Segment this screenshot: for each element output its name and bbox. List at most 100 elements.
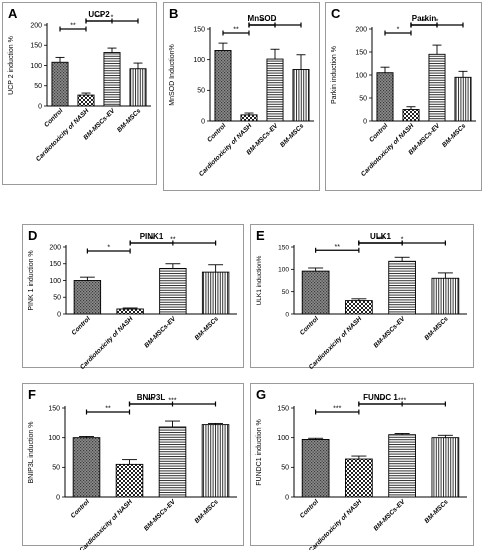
y-tick-label: 0 bbox=[38, 103, 42, 110]
x-tick-label: BM-MSCs bbox=[441, 122, 468, 149]
panel-g: G FUNDC 1 FUNDC1 induction % 0 50 100 150 Contr… bbox=[250, 383, 474, 550]
y-tick-label: 50 bbox=[52, 465, 60, 472]
y-tick-label: 100 bbox=[48, 435, 60, 442]
panel-e: E ULK1 ULK1 induction% 0 50 100 150 Control Card… bbox=[250, 224, 474, 371]
panel-letter: C bbox=[331, 6, 341, 21]
bar-1 bbox=[73, 280, 102, 315]
significance-label: *** bbox=[376, 398, 384, 405]
y-tick-label: 150 bbox=[30, 43, 42, 50]
bar-1 bbox=[51, 61, 69, 107]
x-tick-label: BM-MSCs bbox=[423, 315, 450, 342]
panel-f-svg: F BNIP3L BNIP3L induction % 0 50 100 150 Contro… bbox=[28, 387, 237, 550]
significance-label: ** bbox=[335, 244, 341, 251]
significance-label: ** bbox=[259, 19, 265, 26]
y-axis-label: FUNDC1 induction % bbox=[256, 419, 263, 486]
x-tick-label: Control bbox=[43, 107, 64, 128]
panel-c: C Parkin Parkin induction % 0 50 100 150 200 Con… bbox=[325, 2, 482, 191]
y-tick-label: 200 bbox=[355, 26, 367, 33]
y-tick-label: 0 bbox=[363, 118, 367, 125]
panel-letter: F bbox=[28, 387, 36, 402]
bar-3 bbox=[388, 434, 416, 498]
x-tick-label: Control bbox=[70, 315, 91, 336]
significance-label: * bbox=[261, 19, 264, 26]
significance-label: * bbox=[274, 19, 277, 26]
significance-label: ** bbox=[105, 406, 111, 413]
bar-1 bbox=[72, 437, 101, 498]
y-tick-label: 0 bbox=[285, 494, 289, 501]
significance-label: ** bbox=[170, 237, 176, 244]
x-tick-label: Control bbox=[70, 498, 91, 519]
y-tick-label: 0 bbox=[56, 494, 60, 501]
significance-label: * bbox=[107, 245, 110, 252]
x-tick-label: BM-MSCs-EV bbox=[372, 498, 407, 533]
bar-4 bbox=[201, 271, 230, 315]
panel-letter: A bbox=[8, 6, 18, 21]
significance-label: ** bbox=[70, 23, 76, 30]
y-tick-label: 150 bbox=[278, 244, 289, 251]
panel-d-svg: D PINK1 PINK 1 induction % 0 50 100 150 200 Cont… bbox=[28, 228, 237, 371]
panel-d: D PINK1 PINK 1 induction % 0 50 100 150 200 Cont… bbox=[22, 224, 244, 371]
bar-2 bbox=[402, 109, 420, 122]
bar-3 bbox=[103, 52, 121, 107]
x-tick-label: Cardiotoxicity of NASH bbox=[35, 107, 91, 163]
panel-letter: D bbox=[28, 228, 37, 243]
bar-2 bbox=[116, 308, 144, 315]
bar-4 bbox=[431, 437, 460, 498]
significance-label: ** bbox=[233, 27, 239, 34]
x-tick-label: BM-MSCs-EV bbox=[143, 498, 178, 533]
significance-label: *** bbox=[376, 237, 384, 244]
y-tick-label: 150 bbox=[48, 405, 60, 412]
bar-4 bbox=[431, 277, 460, 315]
significance-label: *** bbox=[147, 398, 155, 405]
x-tick-label: Control bbox=[368, 122, 389, 143]
bar-1 bbox=[214, 50, 232, 122]
y-tick-label: 50 bbox=[282, 289, 290, 296]
bar-1 bbox=[376, 72, 394, 122]
bar-3 bbox=[159, 267, 187, 315]
significance-label: *** bbox=[333, 406, 341, 413]
bar-4 bbox=[454, 76, 472, 122]
bar-4 bbox=[129, 68, 147, 107]
y-tick-label: 150 bbox=[49, 261, 61, 268]
significance-label: * bbox=[423, 19, 426, 26]
panel-g-svg: G FUNDC 1 FUNDC1 induction % 0 50 100 150 Contr… bbox=[256, 387, 467, 550]
x-tick-label: Cardiotoxicity of NASH bbox=[198, 122, 254, 178]
y-tick-label: 50 bbox=[53, 295, 61, 302]
x-tick-label: BM-MSCs-EV bbox=[143, 315, 178, 350]
panel-letter: G bbox=[256, 387, 266, 402]
significance-label: ** bbox=[421, 19, 427, 26]
bar-2 bbox=[345, 458, 373, 498]
bar-3 bbox=[428, 53, 446, 122]
bar-1 bbox=[301, 270, 330, 315]
y-tick-label: 50 bbox=[359, 95, 367, 102]
bar-4 bbox=[292, 69, 310, 122]
y-tick-label: 100 bbox=[193, 57, 205, 64]
y-axis-label: UCP 2 induction % bbox=[8, 36, 15, 95]
bar-3 bbox=[388, 260, 416, 315]
significance-label: * bbox=[401, 237, 404, 244]
y-tick-label: 0 bbox=[57, 311, 61, 318]
y-axis-label: PINK 1 induction % bbox=[28, 250, 35, 310]
chart-title: UCP2 bbox=[88, 10, 110, 19]
x-tick-label: BM-MSCs bbox=[279, 122, 306, 149]
y-tick-label: 100 bbox=[278, 267, 289, 274]
chart-title: BNIP3L bbox=[137, 393, 166, 402]
bar-2 bbox=[77, 94, 95, 107]
x-tick-label: BM-MSCs-EV bbox=[372, 315, 407, 350]
y-axis-label: MnSOD Induction% bbox=[169, 44, 176, 105]
x-tick-label: Control bbox=[206, 122, 227, 143]
significance-label: *** bbox=[168, 398, 176, 405]
y-tick-label: 150 bbox=[355, 49, 367, 56]
panel-letter: B bbox=[169, 6, 178, 21]
y-tick-label: 0 bbox=[285, 311, 289, 318]
chart-title: PINK1 bbox=[140, 232, 164, 241]
y-tick-label: 100 bbox=[49, 278, 61, 285]
y-tick-label: 100 bbox=[277, 435, 289, 442]
y-tick-label: 0 bbox=[201, 118, 205, 125]
chart-title: MnSOD bbox=[248, 14, 277, 23]
y-tick-label: 200 bbox=[30, 22, 42, 29]
bar-2 bbox=[345, 300, 373, 315]
y-tick-label: 150 bbox=[277, 405, 289, 412]
significance-label: ** bbox=[378, 237, 384, 244]
x-tick-label: BM-MSCs bbox=[194, 315, 221, 342]
